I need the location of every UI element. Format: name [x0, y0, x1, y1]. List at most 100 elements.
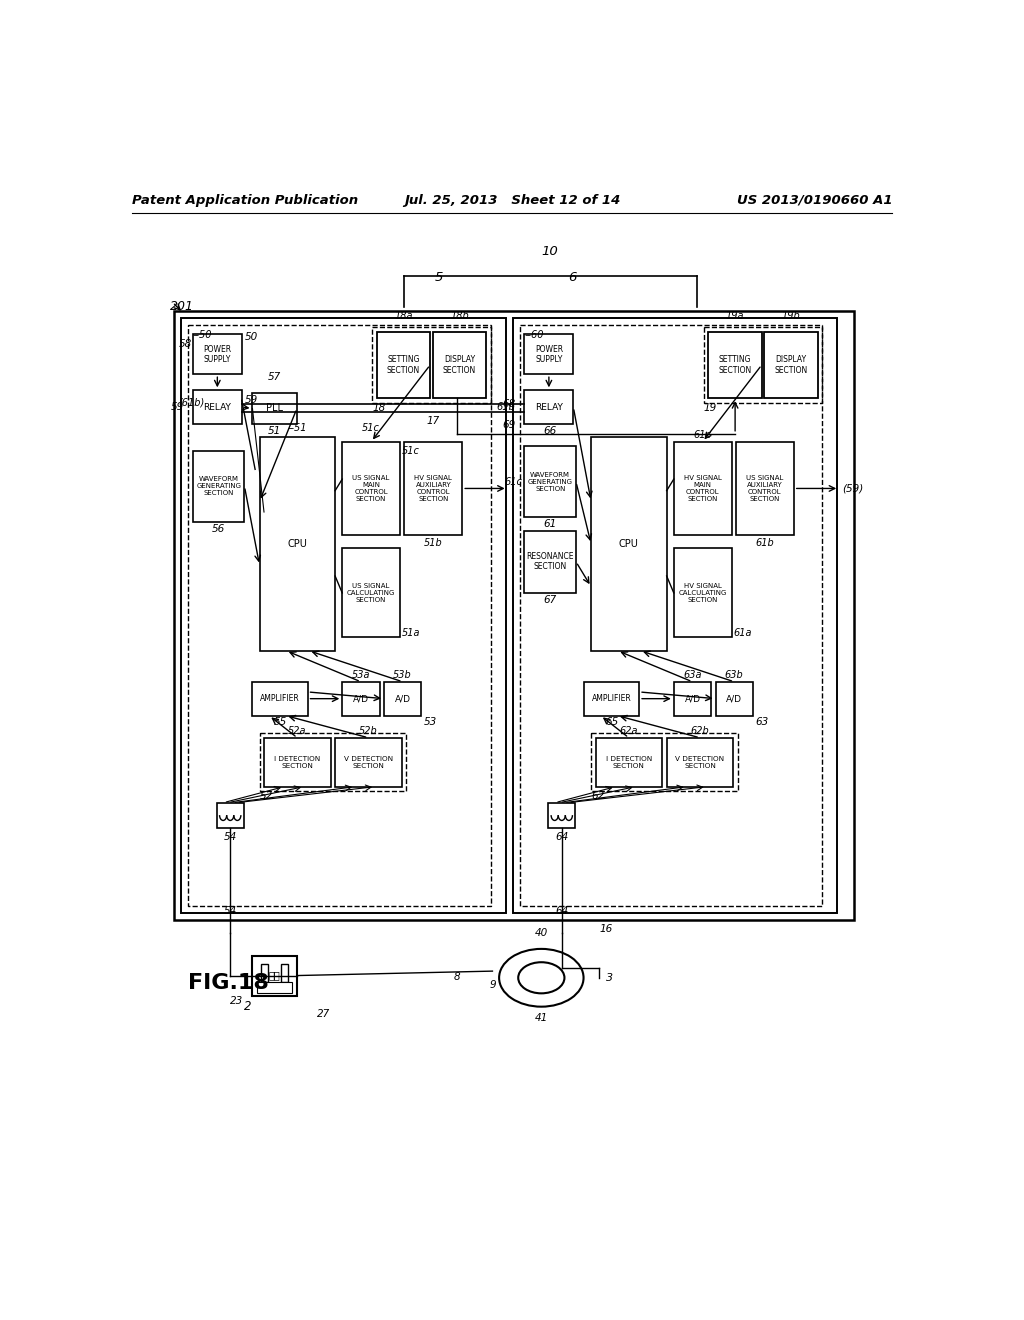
- Text: 2: 2: [245, 1001, 252, 1012]
- Text: 41: 41: [535, 1014, 548, 1023]
- Text: HV SIGNAL
AUXILIARY
CONTROL
SECTION: HV SIGNAL AUXILIARY CONTROL SECTION: [415, 475, 453, 502]
- Text: RELAY: RELAY: [535, 403, 563, 412]
- Text: V DETECTION
SECTION: V DETECTION SECTION: [676, 756, 725, 768]
- Text: A/D: A/D: [353, 694, 369, 704]
- Text: DISPLAY
SECTION: DISPLAY SECTION: [774, 355, 808, 375]
- Text: 52: 52: [259, 791, 272, 801]
- Text: FIG.18: FIG.18: [188, 973, 269, 994]
- Bar: [335, 738, 401, 787]
- Text: 62: 62: [591, 791, 604, 801]
- Bar: [584, 682, 639, 715]
- Ellipse shape: [518, 962, 564, 994]
- Bar: [674, 682, 711, 715]
- Text: A/D: A/D: [726, 694, 742, 704]
- Text: 6: 6: [568, 272, 577, 284]
- Text: 51b: 51b: [424, 537, 442, 548]
- Text: 63: 63: [756, 717, 769, 727]
- Ellipse shape: [499, 949, 584, 1007]
- Text: 16: 16: [600, 924, 612, 935]
- Text: --51: --51: [288, 422, 307, 433]
- Text: POWER
SUPPLY: POWER SUPPLY: [204, 345, 231, 364]
- Bar: [384, 682, 421, 715]
- Text: 52b: 52b: [359, 726, 378, 737]
- Text: POWER
SUPPLY: POWER SUPPLY: [535, 345, 563, 364]
- Bar: [549, 803, 575, 828]
- Text: WAVEFORM
GENERATING
SECTION: WAVEFORM GENERATING SECTION: [527, 471, 572, 492]
- Text: 201: 201: [170, 301, 194, 313]
- Text: SETTING
SECTION: SETTING SECTION: [387, 355, 420, 375]
- Bar: [520, 325, 822, 906]
- Bar: [264, 738, 331, 787]
- Text: CPU: CPU: [618, 539, 639, 549]
- Bar: [253, 393, 297, 424]
- Text: AMPLIFIER: AMPLIFIER: [260, 694, 300, 704]
- Text: 5: 5: [435, 272, 443, 284]
- Text: 10: 10: [542, 244, 559, 257]
- Text: WAVEFORM
GENERATING
SECTION: WAVEFORM GENERATING SECTION: [197, 477, 242, 496]
- Bar: [765, 331, 818, 399]
- Text: HV SIGNAL
MAIN
CONTROL
SECTION: HV SIGNAL MAIN CONTROL SECTION: [684, 475, 722, 502]
- Text: 61b: 61b: [756, 537, 774, 548]
- Text: PLL: PLL: [266, 404, 284, 413]
- Text: 64: 64: [555, 906, 568, 916]
- Text: 68: 68: [503, 399, 516, 409]
- Text: 65: 65: [605, 717, 618, 727]
- Text: 63a: 63a: [683, 671, 701, 680]
- Bar: [674, 442, 731, 535]
- Text: 8: 8: [454, 972, 460, 982]
- Bar: [736, 442, 794, 535]
- Text: 63b: 63b: [725, 671, 743, 680]
- Text: RELAY: RELAY: [204, 403, 231, 412]
- Bar: [596, 738, 663, 787]
- Bar: [342, 548, 400, 638]
- Bar: [261, 965, 268, 982]
- Text: ⬜⬜: ⬜⬜: [268, 970, 281, 981]
- Text: SETTING
SECTION: SETTING SECTION: [719, 355, 752, 375]
- Text: 19a: 19a: [726, 312, 744, 321]
- Bar: [174, 312, 854, 920]
- Text: A/D: A/D: [394, 694, 411, 704]
- Bar: [703, 327, 822, 403]
- Bar: [716, 682, 753, 715]
- Bar: [524, 391, 573, 424]
- Text: 59: 59: [245, 395, 258, 405]
- Text: 52a: 52a: [288, 726, 306, 737]
- Bar: [433, 331, 486, 399]
- Text: 53a: 53a: [351, 671, 370, 680]
- Text: 17: 17: [426, 416, 439, 426]
- Bar: [524, 446, 575, 517]
- Text: 54: 54: [223, 906, 237, 916]
- Text: CPU: CPU: [288, 539, 307, 549]
- Bar: [281, 965, 288, 982]
- Text: 62b: 62b: [690, 726, 710, 737]
- Text: 50: 50: [245, 331, 258, 342]
- Bar: [513, 318, 838, 913]
- Bar: [259, 734, 407, 791]
- Bar: [591, 437, 667, 651]
- Text: (61b): (61b): [178, 397, 205, 408]
- Text: 56: 56: [212, 524, 225, 533]
- Text: 53b: 53b: [393, 671, 412, 680]
- Text: AMPLIFIER: AMPLIFIER: [592, 694, 632, 704]
- Text: US 2013/0190660 A1: US 2013/0190660 A1: [737, 194, 893, 206]
- Bar: [193, 334, 242, 375]
- Text: HV SIGNAL
CALCULATING
SECTION: HV SIGNAL CALCULATING SECTION: [679, 583, 727, 603]
- Bar: [342, 442, 400, 535]
- Text: I DETECTION
SECTION: I DETECTION SECTION: [274, 756, 321, 768]
- Text: V DETECTION
SECTION: V DETECTION SECTION: [344, 756, 393, 768]
- Text: 61a: 61a: [733, 628, 752, 639]
- Bar: [524, 531, 575, 593]
- Text: US SIGNAL
MAIN
CONTROL
SECTION: US SIGNAL MAIN CONTROL SECTION: [352, 475, 390, 502]
- Text: 53: 53: [424, 717, 437, 727]
- Bar: [217, 803, 244, 828]
- Text: 23: 23: [229, 995, 243, 1006]
- Bar: [342, 682, 380, 715]
- Text: A/D: A/D: [684, 694, 700, 704]
- Bar: [404, 442, 462, 535]
- Text: 19b: 19b: [781, 312, 801, 321]
- Text: US SIGNAL
CALCULATING
SECTION: US SIGNAL CALCULATING SECTION: [347, 583, 395, 603]
- Text: 62a: 62a: [620, 726, 638, 737]
- Text: 51a: 51a: [401, 628, 420, 639]
- Text: Jul. 25, 2013   Sheet 12 of 14: Jul. 25, 2013 Sheet 12 of 14: [403, 194, 621, 206]
- Text: --50: --50: [193, 330, 212, 339]
